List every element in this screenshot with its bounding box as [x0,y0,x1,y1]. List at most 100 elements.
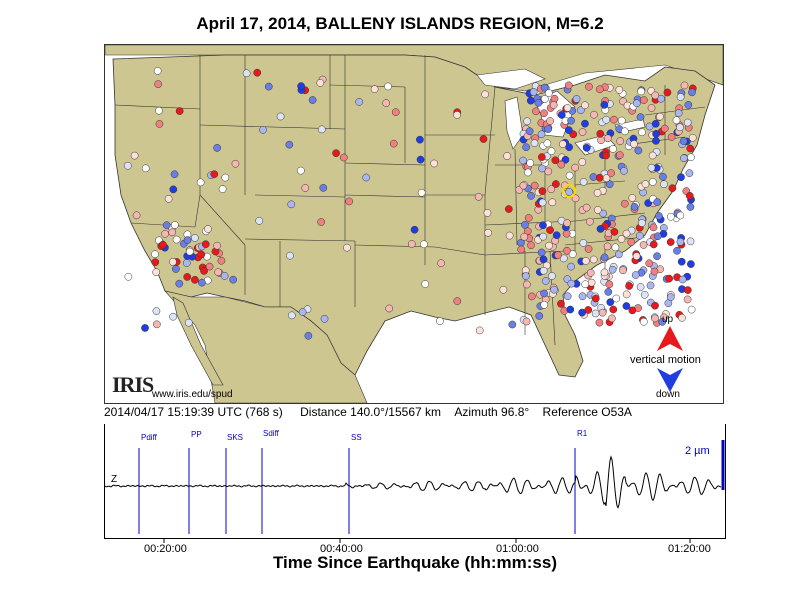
station-marker [590,110,598,119]
station-marker [191,275,199,284]
station-marker [152,268,161,277]
station-marker [535,312,544,320]
station-marker [620,199,629,208]
station-marker [320,314,329,323]
station-marker [617,116,626,125]
station-marker [567,116,575,125]
station-marker [538,187,547,196]
station-marker [198,278,206,287]
station-marker [599,209,607,218]
station-marker [521,220,529,229]
station-marker [196,178,205,187]
station-marker [124,272,133,281]
station-marker [410,225,419,234]
station-marker [587,278,596,287]
station-marker [362,173,371,182]
station-marker [505,231,514,240]
station-marker [185,247,194,256]
station-marker [591,294,600,303]
station-marker [647,163,656,172]
station-marker [520,232,529,241]
station-marker [499,285,508,294]
station-marker [576,106,585,114]
station-marker [297,82,305,90]
station-marker [631,271,640,279]
station-marker [213,241,222,250]
time-tick-20: 00:20:00 [144,543,187,555]
station-marker [687,305,696,314]
station-marker [286,251,294,260]
station-marker [666,293,675,301]
station-marker [547,185,556,194]
phase-label-pp: PP [191,430,202,439]
station-marker [539,255,548,264]
station-marker [343,243,351,252]
station-marker [205,262,214,271]
station-marker [481,90,489,99]
legend-down-label: down [656,389,680,400]
station-marker [668,184,677,193]
station-marker [519,181,528,190]
station-marker [655,212,663,220]
station-marker [609,145,617,153]
phase-label-ss: SS [351,433,362,442]
event-azimuth: Azimuth 96.8° [454,405,530,419]
station-marker [593,189,602,197]
station-marker [603,134,612,143]
station-marker [164,194,173,203]
station-marker [537,130,546,139]
iris-url: www.iris.edu/spud [152,389,233,400]
station-marker [652,137,660,145]
station-marker [620,167,628,175]
station-marker [688,88,696,97]
station-marker [264,82,273,91]
station-marker [596,225,605,233]
channel-label: Z [111,474,117,485]
station-marker [607,169,615,177]
station-marker [339,153,348,162]
station-marker [539,232,547,241]
station-marker [298,308,307,316]
station-marker [686,203,695,211]
station-marker [612,294,621,303]
station-marker [605,180,614,189]
station-marker [172,235,181,244]
station-marker [604,288,613,296]
station-marker [527,191,535,200]
phase-label-sks: SKS [227,433,243,442]
station-marker [678,313,686,322]
station-marker [231,159,240,168]
station-marker [621,127,629,136]
station-marker [579,178,588,186]
station-marker [566,305,575,314]
station-marker [197,250,206,259]
station-marker [593,206,602,214]
station-marker [677,257,686,266]
station-marker [545,241,553,250]
station-marker [557,111,566,119]
station-marker [615,151,624,159]
station-marker [660,180,668,189]
station-marker [332,149,340,158]
station-marker [522,317,531,326]
station-marker [169,185,178,194]
station-marker [687,260,695,268]
station-marker [175,107,184,115]
station-marker [407,240,416,248]
station-marker [540,109,548,118]
station-marker [285,140,294,149]
station-marker [483,209,492,217]
station-marker [253,68,262,77]
station-marker [532,107,540,116]
station-marker [627,238,636,247]
station-marker [519,156,527,165]
station-marker [524,214,533,222]
station-marker [155,106,163,115]
station-marker [508,320,517,329]
station-marker [175,279,184,288]
station-marker [567,262,575,271]
station-marker [557,299,565,308]
station-marker [182,259,191,267]
station-marker [557,160,566,169]
station-marker [437,259,445,268]
